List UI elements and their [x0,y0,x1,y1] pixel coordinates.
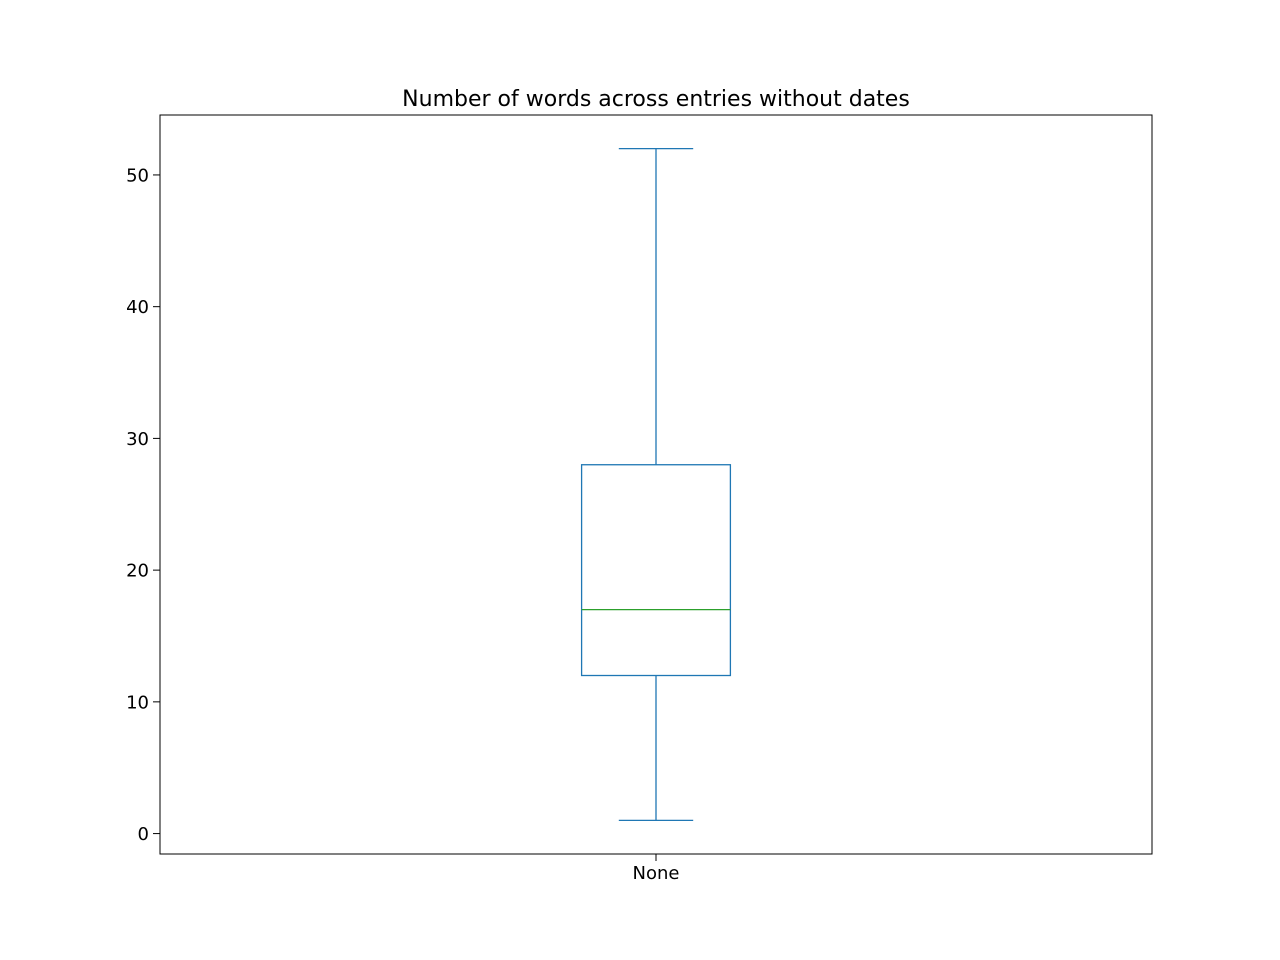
y-tick-label: 50 [126,165,149,186]
plot-area-frame [159,114,1153,855]
y-axis: 0 10 20 30 40 50 [126,165,160,845]
x-axis: None [633,854,680,884]
y-tick-label: 10 [126,692,149,713]
iqr-box [580,464,732,677]
y-tick-label: 30 [126,429,149,450]
chart-title: Number of words across entries without d… [402,87,910,112]
y-tick-label: 0 [138,824,149,845]
y-tick-label: 40 [126,297,149,318]
y-tick-label: 20 [126,561,149,582]
x-tick-label: None [633,863,680,884]
box-series [580,147,732,822]
